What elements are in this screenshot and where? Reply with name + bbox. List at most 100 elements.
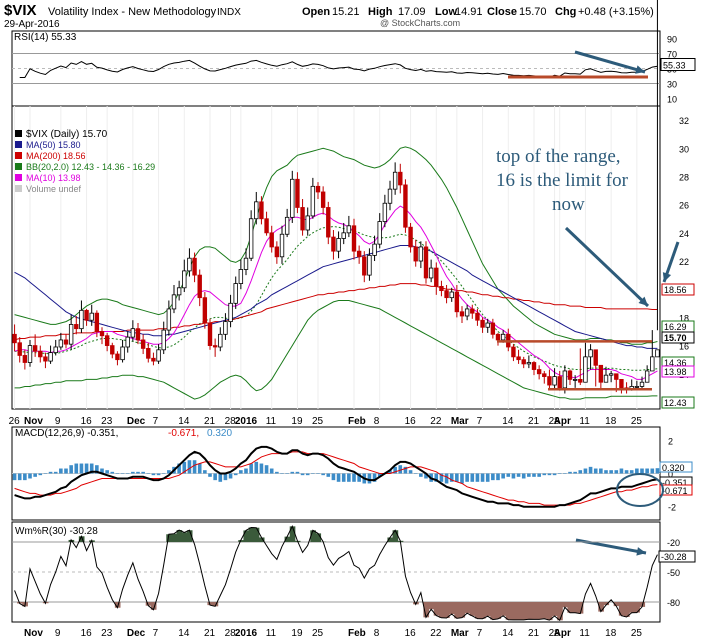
candle-body (254, 201, 259, 220)
price-tick-label: 30 (679, 144, 689, 154)
price-x-label: 25 (312, 416, 324, 427)
wr-overbought-fill (315, 533, 322, 542)
price-side-label: 16.29 (664, 322, 687, 332)
macd-hist-bar (388, 470, 392, 474)
macd-hist-bar (12, 473, 17, 481)
macd-hist-bar (259, 463, 264, 474)
macd-hist-bar (48, 471, 53, 474)
candle-body (470, 308, 475, 314)
candle-body (68, 324, 74, 345)
candle-body (74, 324, 79, 330)
rsi-tick-label: 90 (667, 35, 677, 45)
macd-hist-bar (59, 468, 63, 474)
legend-swatch (15, 152, 22, 159)
macd-hist-bar (568, 471, 572, 474)
candle-body (367, 254, 372, 276)
macd-hist-bar (398, 465, 403, 474)
price-x-label: Mar (451, 416, 469, 427)
wr-x-label: 25 (312, 628, 324, 639)
macd-tick-label: 0 (668, 470, 673, 480)
candle-body (449, 291, 454, 299)
price-x-label: Feb (348, 416, 366, 427)
price-side-label: 18.56 (664, 285, 687, 295)
wr-oversold-fill (521, 602, 527, 620)
header-close-label: Close (487, 6, 517, 18)
candle-body (619, 379, 624, 389)
macd-hist-bar (115, 473, 120, 474)
candle-body (161, 329, 166, 351)
wr-oversold-fill (114, 602, 121, 608)
macd-hist-bar (475, 473, 480, 482)
candle-body (639, 381, 645, 387)
price-tick-label: 16 (679, 342, 689, 352)
candle-body (146, 347, 151, 359)
wr-x-label: 9 (55, 628, 61, 639)
wr-oversold-fill (469, 602, 476, 616)
macd-hist-bar (38, 473, 43, 476)
macd-hist-bar (485, 473, 490, 482)
candle-body (212, 345, 218, 348)
price-x-label: Dec (127, 416, 146, 427)
wr-arrow-head (636, 547, 646, 556)
wr-oversold-fill (572, 602, 579, 613)
macd-hist-bar (336, 473, 341, 482)
macd-tick-label: 2 (668, 436, 673, 446)
wr-oversold-fill (598, 602, 604, 612)
macd-hist-bar (449, 473, 454, 482)
rsi-legend: RSI(14) 55.33 (14, 32, 77, 43)
macd-hist-bar (377, 473, 382, 477)
wr-oversold-fill (629, 602, 635, 613)
wr-oversold-fill (449, 602, 455, 614)
header-open-label: Open (302, 6, 330, 18)
candle-body (403, 184, 408, 228)
wr-oversold-fill (480, 602, 486, 619)
candle-body (228, 302, 233, 323)
candle-body (547, 376, 552, 386)
price-tick-label: 24 (679, 229, 689, 239)
price-tick-label: 28 (679, 172, 689, 182)
candle-body (166, 308, 172, 331)
macd-hist-bar (645, 468, 649, 474)
header-name: Volatility Index - New Methodology (48, 6, 217, 18)
wr-overbought-fill (176, 530, 183, 542)
macd-hist-bar (280, 473, 284, 474)
candle-body (536, 369, 542, 375)
candle-body (269, 232, 274, 248)
candle-body (531, 362, 537, 370)
price-tick-label: 22 (679, 257, 689, 267)
rsi-arrow-head (635, 65, 645, 74)
macd-hist-bar (228, 473, 233, 479)
wr-oversold-fill (531, 602, 538, 620)
candle-body (223, 321, 228, 335)
candle-body (243, 257, 249, 270)
wr-oversold-fill (624, 602, 630, 617)
candle-body (485, 322, 490, 328)
wr-x-label: Nov (24, 628, 43, 639)
candle-body (557, 376, 562, 389)
candle-body (382, 202, 388, 222)
candle-body (84, 309, 89, 321)
price-side-box (661, 283, 695, 296)
macd-hist-bar (249, 463, 253, 474)
macd-hist-bar (177, 463, 181, 474)
macd-side-label: 0.320 (662, 463, 685, 473)
candle-body (495, 333, 501, 341)
macd-hist-bar (146, 473, 151, 474)
macd-hist-bar (614, 470, 619, 474)
candle-body (43, 356, 48, 362)
candle-body (650, 356, 655, 372)
price-side-box (661, 365, 695, 378)
macd-hist-bar (408, 470, 413, 474)
wr-oversold-fill (567, 602, 574, 613)
macd-hist-bar (223, 473, 228, 481)
candle-body (295, 178, 300, 208)
wr-x-label: 14 (502, 628, 514, 639)
legend-label: BB(20,2.0) 12.43 - 14.36 - 16.29 (26, 162, 155, 172)
wr-x-label: 21 (204, 628, 216, 639)
macd-line (14, 445, 658, 508)
wr-oversold-fill (552, 602, 558, 616)
price-x-label: 18 (605, 416, 617, 427)
candle-body (459, 311, 465, 317)
wr-oversold-fill (438, 602, 445, 618)
header-date: 29-Apr-2016 (4, 19, 60, 30)
